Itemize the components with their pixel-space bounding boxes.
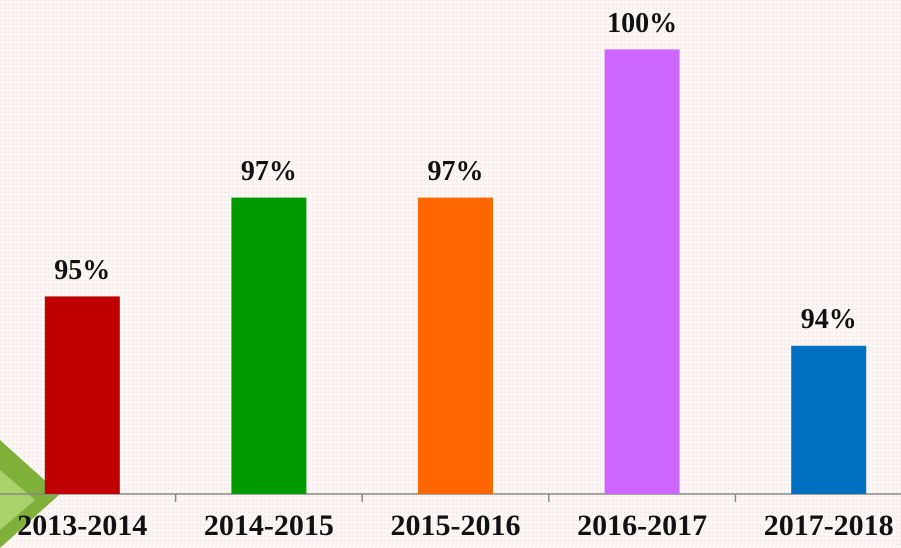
x-tick-label: 2016-2017 — [577, 509, 707, 542]
chart: 2013-2014 95% 2014-2015 97% 2015-2016 97% 2016… — [0, 0, 901, 548]
bar — [231, 198, 306, 494]
data-label: 97% — [241, 156, 297, 187]
x-tick-label: 2017-2018 — [764, 509, 894, 542]
data-label: 97% — [428, 156, 484, 187]
data-label: 94% — [801, 304, 857, 335]
x-tick-label: 2015-2016 — [391, 509, 521, 542]
data-label: 95% — [54, 255, 110, 286]
bar — [418, 198, 493, 494]
data-label: 100% — [607, 8, 677, 39]
x-tick-label: 2014-2015 — [204, 509, 334, 542]
x-tick-label: 2013-2014 — [17, 509, 147, 542]
bar — [791, 346, 866, 494]
bar — [45, 296, 120, 494]
bar — [605, 49, 680, 494]
page: {"chart_data": {"type": "bar", "categori… — [0, 0, 901, 548]
